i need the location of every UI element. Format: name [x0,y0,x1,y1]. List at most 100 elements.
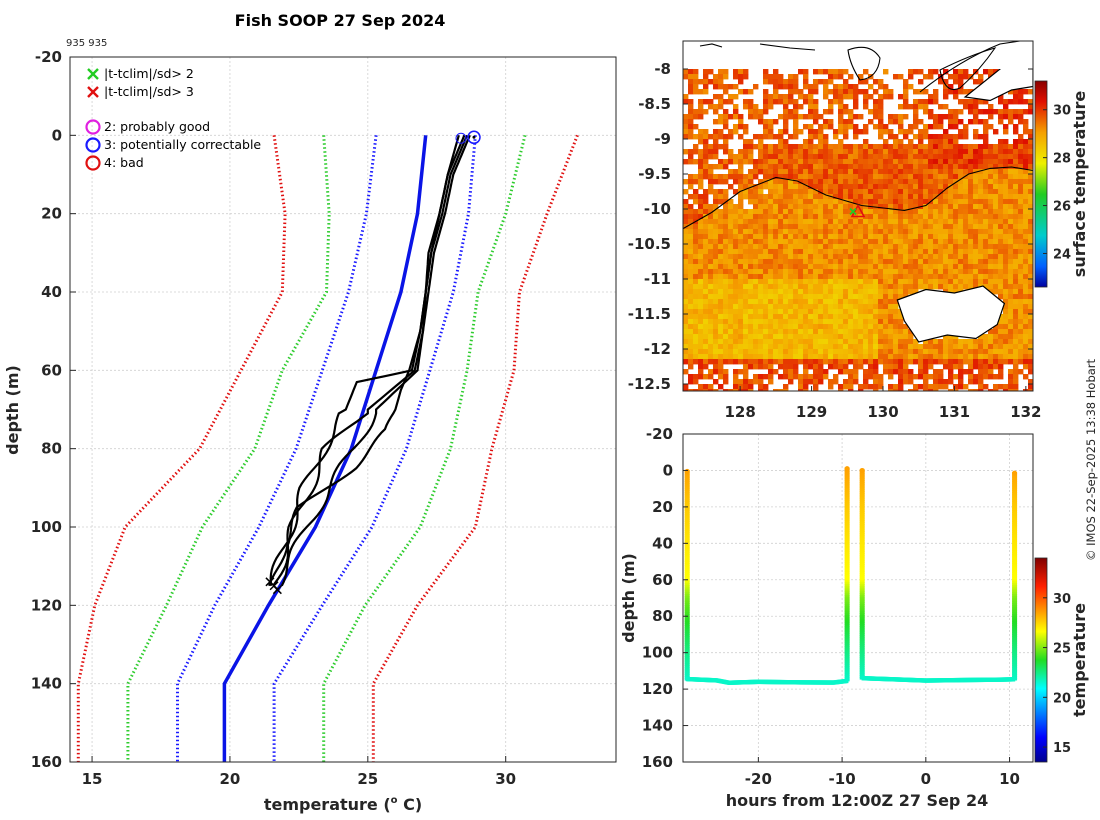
sst-cell [923,234,929,240]
sst-cell [743,364,749,370]
sst-cell [893,364,899,370]
cast-sample [844,485,850,489]
sst-cell [888,164,894,170]
sst-cell [1013,324,1019,330]
sst-cell [823,149,829,155]
sst-cell [733,389,739,391]
sst-cell [723,204,729,210]
sst-cell [718,259,724,265]
sst-cell [778,179,784,185]
sst-cell [713,289,719,295]
sst-cell [983,159,989,165]
sst-cell [753,269,759,275]
sst-cell [878,274,884,280]
sst-cell [808,139,814,145]
cast-sample [684,661,690,665]
profile-y-tick-label: 0 [52,126,62,144]
sst-cell [893,174,899,180]
sst-cell [713,344,719,350]
sst-cell [818,69,824,75]
sst-cell [708,169,714,175]
sst-cell [878,384,884,390]
sst-cell [1013,334,1019,340]
sst-cell [1013,94,1019,100]
sst-cell [773,264,779,270]
sst-cell [908,374,914,380]
sst-cell [933,99,939,105]
cast-sample [684,672,690,676]
sst-cell [888,334,894,340]
sst-cell [863,339,869,345]
cast-sample [844,653,850,656]
sst-cell [753,109,759,115]
sst-cell [918,354,924,360]
sst-cell [948,109,954,115]
sst-cell [968,174,974,180]
start-flag-circle [467,130,481,145]
sst-cell [988,364,994,370]
sst-cell [798,169,804,175]
time-depth-y-tick-label: 160 [642,753,673,771]
sst-cell [693,284,699,290]
sst-cell [1008,344,1014,350]
cast-sample [1012,583,1018,586]
sst-cell [1018,339,1024,345]
cast-sample [859,476,865,480]
sst-cell [853,224,859,230]
sst-cell [768,219,774,225]
sst-cell [943,219,949,225]
cast-sample [844,562,850,565]
sst-cell [963,194,969,200]
cast-sample [1012,517,1018,521]
sst-cell [718,339,724,345]
sst-cell [983,254,989,260]
sst-cell [798,164,804,170]
map-track [683,166,1033,230]
sst-cell [1018,159,1024,165]
sst-cell [688,184,694,190]
cast-sample [684,508,690,512]
sst-cell [753,209,759,215]
sst-cell [908,264,914,270]
sst-cell [683,99,689,105]
sst-cell [743,349,749,355]
cast-sample [859,556,865,560]
cast-sample [684,601,690,604]
sst-cell [713,129,719,135]
sst-cell [898,74,904,80]
sst-cell [983,149,989,155]
sst-cell [903,239,909,245]
sst-cell [828,259,834,265]
sst-cell [768,174,774,180]
sst-cell [783,319,789,325]
sst-cell [1003,344,1009,350]
sst-cell [848,279,854,285]
sst-cell [923,154,929,160]
sst-cell [948,154,954,160]
sst-cell [718,294,724,300]
sst-cell [893,169,899,175]
sst-cell [828,254,834,260]
sst-cell [983,169,989,175]
sst-cell [768,344,774,350]
sst-cell [963,154,969,160]
sst-cell [883,364,889,370]
sst-cell [808,124,814,130]
cast-sample [1012,663,1018,666]
sst-cell [758,224,764,230]
cast-sample [859,512,865,516]
sst-cell [968,109,974,115]
sst-cell [838,294,844,300]
sst-cell [888,149,894,155]
sst-cell [1023,154,1029,160]
sst-cell [928,134,934,140]
cast-sample [844,551,850,554]
sst-cell [908,274,914,280]
sst-cell [1028,254,1033,260]
sst-cell [908,74,914,80]
sst-cell [933,219,939,225]
sst-cell [1018,354,1024,360]
sst-cell [998,384,1004,390]
sst-cell [1023,144,1029,150]
sst-cell [918,104,924,110]
